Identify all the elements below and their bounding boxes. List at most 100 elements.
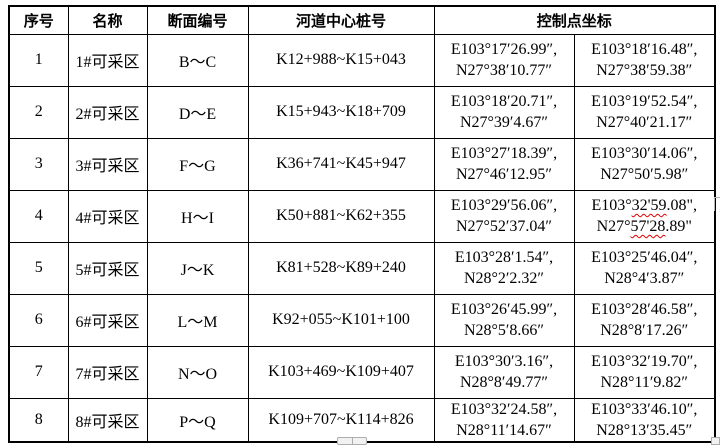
coordinate-cell: E103°25′46.04″, N28°4′3.87″	[573, 241, 716, 295]
coordinate-line: E103°28′1.54″,	[454, 249, 554, 266]
section-code-cell: B～C	[146, 33, 249, 87]
cropped-ui-fragment	[711, 437, 720, 445]
table-row: 8 8#可采区 P～Q K109+707~K114+826 E103°32′24.58″…	[8, 397, 716, 442]
area-name-cell: 3#可采区	[67, 137, 148, 191]
header-cell-section: 断面编号	[146, 5, 249, 35]
area-name-cell: 8#可采区	[67, 397, 148, 442]
coordinate-line: E103°19′52.54″,	[591, 93, 698, 110]
coordinate-line: E103°17′26.99″,	[450, 41, 558, 58]
section-code-cell: F～G	[146, 137, 249, 191]
header-cell-stake: 河道中心桩号	[247, 5, 435, 35]
cropped-ui-fragment	[337, 437, 367, 445]
header-cell-coords: 控制点坐标	[433, 5, 716, 35]
coordinate-cell: E103°32′19.70″, N28°11′9.82″	[573, 345, 716, 399]
coordinate-line: E103°30′14.06″,	[591, 145, 698, 162]
coordinate-cell: E103°27′18.39″, N27°46′12.95″	[433, 137, 575, 191]
coordinate-cell: E103°30′14.06″, N27°50′5.98″	[573, 137, 716, 191]
table-row: 2 2#可采区 D～E K15+943~K18+709 E103°18′20.71″, N…	[8, 85, 716, 139]
coordinate-cell: E103°18′16.48″, N27°38′59.38″	[573, 33, 716, 87]
coordinate-line: E103°25′46.04″,	[591, 249, 698, 266]
section-code-cell: P～Q	[146, 397, 249, 442]
stake-range-cell: K50+881~K62+355	[247, 189, 435, 243]
coordinate-line: N28°2′2.32″	[463, 270, 545, 287]
coordinates-table: 序号 名称 断面编号 河道中心桩号 控制点坐标 1 1#可采区 B～C K12+988…	[8, 5, 717, 443]
coordinate-cell: E103°26′45.99″, N28°5′8.66″	[433, 293, 575, 347]
coordinate-cell: E103°32'59.08", N27°57'28.89"	[573, 189, 716, 243]
table-row: 1 1#可采区 B～C K12+988~K15+043 E103°17′26.99″, N…	[8, 33, 716, 87]
table-row: 5 5#可采区 J～K K81+528~K89+240 E103°28′1.54″, N2…	[8, 241, 716, 295]
coordinate-line: E103°18′20.71″,	[450, 93, 558, 110]
table-row: 7 7#可采区 N～O K103+469~K109+407 E103°30′3.16″,…	[8, 345, 716, 399]
row-number-cell: 4	[8, 189, 69, 243]
row-number-cell: 3	[8, 137, 69, 191]
table-row: 4 4#可采区 H～I K50+881~K62+355 E103°29′56.06″, N…	[8, 189, 716, 243]
section-code-cell: H～I	[146, 189, 249, 243]
table-header: 序号 名称 断面编号 河道中心桩号 控制点坐标	[8, 5, 716, 35]
coordinate-line: N28°8′49.77″	[459, 374, 549, 391]
area-name-cell: 1#可采区	[67, 33, 148, 87]
coordinate-line: E103°32'59.08",	[591, 197, 698, 214]
area-name-cell: 4#可采区	[67, 189, 148, 243]
header-cell-no: 序号	[8, 5, 69, 35]
header-cell-name: 名称	[67, 5, 148, 35]
stake-range-cell: K12+988~K15+043	[247, 33, 435, 87]
area-name-cell: 7#可采区	[67, 345, 148, 399]
coordinate-line: N28°4′3.87″	[604, 270, 685, 287]
area-name-cell: 6#可采区	[67, 293, 148, 347]
table-body: 1 1#可采区 B～C K12+988~K15+043 E103°17′26.99″, N…	[8, 33, 716, 442]
coordinate-line: N27°39′4.67″	[459, 114, 549, 131]
coordinate-line: E103°32′24.58″,	[450, 400, 558, 418]
coordinate-cell: E103°19′52.54″, N27°40′21.17″	[573, 85, 716, 139]
coordinate-line: E103°32′19.70″,	[591, 353, 698, 370]
coordinate-line: N27°38′10.77″	[455, 62, 553, 79]
coordinate-cell: E103°28′1.54″, N28°2′2.32″	[433, 241, 575, 295]
section-code-cell: L～M	[146, 293, 249, 347]
spellcheck-underlined-text: 32'59	[631, 197, 667, 214]
section-code-cell: D～E	[146, 85, 249, 139]
stake-range-cell: K109+707~K114+826	[247, 397, 435, 442]
table-row: 6 6#可采区 L～M K92+055~K101+100 E103°26′45.99″,…	[8, 293, 716, 347]
table-row: 3 3#可采区 F～G K36+741~K45+947 E103°27′18.39″, N…	[8, 137, 716, 191]
section-code-cell: N～O	[146, 345, 249, 399]
row-number-cell: 2	[8, 85, 69, 139]
header-row: 序号 名称 断面编号 河道中心桩号 控制点坐标	[8, 5, 716, 35]
spellcheck-underlined-text: 57'28	[630, 218, 666, 235]
row-number-cell: 5	[8, 241, 69, 295]
coordinate-line: E103°33′46.10″,	[591, 400, 698, 418]
coordinate-line: N27°52′37.04″	[455, 218, 553, 235]
coordinate-line: N27°40′21.17″	[596, 114, 693, 131]
row-number-cell: 6	[8, 293, 69, 347]
coordinate-line: N27°57'28.89"	[596, 218, 692, 235]
coordinate-line: N27°46′12.95″	[455, 166, 553, 183]
cropped-ui-fragment	[714, 197, 720, 211]
coordinate-line: E103°30′3.16″,	[454, 353, 554, 370]
row-number-cell: 7	[8, 345, 69, 399]
row-number-cell: 1	[8, 33, 69, 87]
coordinate-line: E103°27′18.39″,	[450, 145, 558, 162]
stake-range-cell: K81+528~K89+240	[247, 241, 435, 295]
coordinate-cell: E103°33′46.10″, N28°13′35.45″	[573, 397, 716, 442]
area-name-cell: 5#可采区	[67, 241, 148, 295]
stake-range-cell: K15+943~K18+709	[247, 85, 435, 139]
coordinate-cell: E103°29′56.06″, N27°52′37.04″	[433, 189, 575, 243]
area-name-cell: 2#可采区	[67, 85, 148, 139]
coordinate-line: N28°5′8.66″	[463, 322, 545, 339]
coordinate-cell: E103°18′20.71″, N27°39′4.67″	[433, 85, 575, 139]
coordinate-line: E103°18′16.48″,	[591, 41, 698, 58]
coordinate-line: N28°13′35.45″	[596, 421, 693, 439]
coordinate-cell: E103°17′26.99″, N27°38′10.77″	[433, 33, 575, 87]
section-code-cell: J～K	[146, 241, 249, 295]
coordinate-line: E103°26′45.99″,	[450, 301, 558, 318]
coordinate-cell: E103°30′3.16″, N28°8′49.77″	[433, 345, 575, 399]
stake-range-cell: K36+741~K45+947	[247, 137, 435, 191]
coordinate-line: N27°50′5.98″	[600, 166, 689, 183]
coordinate-line: N27°38′59.38″	[596, 62, 693, 79]
coordinate-line: N28°11′14.67″	[456, 421, 552, 439]
stake-range-cell: K92+055~K101+100	[247, 293, 435, 347]
coordinate-cell: E103°32′24.58″, N28°11′14.67″	[433, 397, 575, 442]
stake-range-cell: K103+469~K109+407	[247, 345, 435, 399]
coordinate-line: E103°29′56.06″,	[450, 197, 558, 214]
row-number-cell: 8	[8, 397, 69, 442]
coordinate-line: N28°11′9.82″	[600, 374, 689, 391]
